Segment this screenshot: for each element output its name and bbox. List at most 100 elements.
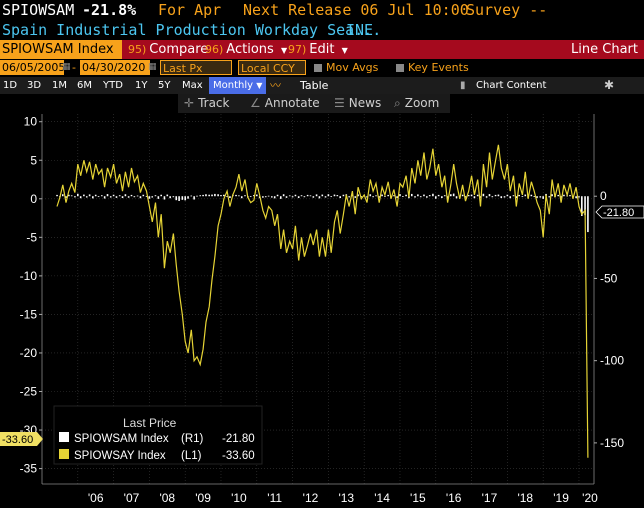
bar	[100, 195, 103, 197]
checkbox-icon	[396, 64, 404, 72]
bar	[253, 195, 255, 197]
bar	[530, 194, 533, 197]
compare-button[interactable]: 95) Compare	[128, 40, 208, 59]
checkbox-icon	[314, 64, 322, 72]
currency-select[interactable]: Local CCY	[238, 60, 306, 75]
bar	[410, 193, 413, 197]
bar	[157, 196, 160, 199]
x-tick-label: '08	[159, 491, 175, 505]
bar	[103, 196, 106, 199]
compare-label: Compare	[149, 42, 209, 57]
chart-type-label[interactable]: Line Chart	[571, 40, 638, 59]
start-date-input[interactable]: 06/05/2005	[0, 60, 66, 75]
bar	[288, 195, 291, 197]
bar	[461, 194, 464, 197]
period-1y[interactable]: 1Y	[135, 80, 148, 91]
bar	[148, 196, 151, 199]
x-tick-label: '14	[374, 491, 390, 505]
security-field[interactable]: SPIOWSAM Index	[0, 40, 122, 59]
key-events-toggle[interactable]: Key Events	[396, 60, 469, 75]
left-last-value: -33.60	[2, 434, 33, 446]
right-axis: 0 -50 -100 -150	[594, 189, 624, 450]
news-icon: ☰	[334, 96, 345, 110]
bar	[488, 194, 491, 197]
bar	[423, 194, 425, 197]
x-tick-label: '20	[582, 491, 598, 505]
bar	[61, 194, 64, 197]
period-3d[interactable]: 3D	[27, 80, 42, 91]
right-tick-label: -50	[600, 271, 618, 285]
x-axis: '06 '07 '08 '09 '10 '11 '12 '13 '14 '15 '16 '17 '18 '…	[88, 491, 598, 505]
actions-menu[interactable]: 96) Actions ▼	[205, 40, 287, 59]
bar	[193, 196, 195, 200]
calendar-icon[interactable]: ▦	[148, 62, 157, 72]
bar	[220, 195, 222, 197]
bar	[405, 194, 407, 197]
bar	[276, 194, 279, 197]
yoy-series-line	[56, 144, 589, 458]
bar	[267, 195, 270, 197]
menu-bar: SPIOWSAM Index 95) Compare 96) Actions ▼ 9…	[0, 40, 644, 59]
left-tick-label: -10	[20, 269, 38, 283]
bar	[536, 196, 538, 198]
bar	[294, 194, 297, 197]
field-select[interactable]: Last Px	[160, 60, 232, 75]
bar	[136, 195, 139, 197]
period-max[interactable]: Max	[182, 80, 203, 91]
annotate-button[interactable]: ∠ Annotate	[250, 94, 320, 113]
period-1d[interactable]: 1D	[3, 80, 18, 91]
bar	[226, 196, 228, 198]
period-5y[interactable]: 5Y	[158, 80, 171, 91]
bar	[509, 196, 512, 199]
chart-content-button[interactable]: Chart Content	[476, 80, 547, 91]
bar	[291, 196, 294, 198]
line-chart-icon[interactable]: 〰	[270, 79, 281, 92]
end-date-input[interactable]: 04/30/2020	[80, 60, 150, 75]
bar	[264, 196, 267, 198]
left-tick-label: 10	[24, 115, 38, 129]
bar	[414, 196, 416, 198]
bar	[163, 196, 166, 200]
frequency-select[interactable]: Monthly ▼	[209, 77, 267, 94]
next-release-label: Next Release 06 Jul 10:00	[243, 1, 469, 19]
bar	[79, 196, 82, 199]
x-tick-label: '07	[124, 491, 140, 505]
bar	[244, 195, 246, 197]
mov-avgs-toggle[interactable]: Mov Avgs	[314, 60, 378, 75]
zoom-label: Zoom	[404, 96, 440, 110]
bar	[196, 195, 198, 197]
track-button[interactable]: ✛ Track	[184, 94, 229, 113]
bar	[348, 196, 350, 198]
bar	[467, 195, 470, 197]
bar	[208, 194, 210, 197]
right-tick-label: -150	[600, 436, 624, 450]
news-button[interactable]: ☰ News	[334, 94, 381, 113]
table-button[interactable]: Table	[300, 79, 329, 92]
bar	[76, 193, 79, 197]
bar	[133, 196, 136, 198]
calendar-icon[interactable]: ▦	[62, 62, 71, 72]
bar	[169, 196, 171, 199]
bar	[494, 194, 497, 197]
survey-label: Survey --	[466, 1, 548, 19]
period-ytd[interactable]: YTD	[103, 80, 123, 91]
bar	[74, 196, 76, 198]
period-6m[interactable]: 6M	[77, 80, 92, 91]
annotate-label: Annotate	[264, 96, 320, 110]
bar	[184, 196, 186, 201]
bar	[336, 195, 339, 197]
bar	[450, 194, 452, 197]
bar	[491, 196, 494, 198]
bar	[434, 196, 437, 199]
period-1m[interactable]: 1M	[52, 80, 67, 91]
bar	[569, 195, 571, 197]
bar	[432, 193, 434, 197]
bar	[500, 196, 503, 199]
zoom-button[interactable]: ⌕ Zoom	[394, 94, 439, 113]
x-tick-label: '19	[553, 491, 569, 505]
gear-icon[interactable]: ✱	[604, 78, 615, 92]
bar	[145, 196, 148, 198]
bar	[515, 196, 518, 199]
edit-menu[interactable]: 97) Edit ▼	[288, 40, 348, 59]
x-tick-label: '18	[517, 491, 533, 505]
